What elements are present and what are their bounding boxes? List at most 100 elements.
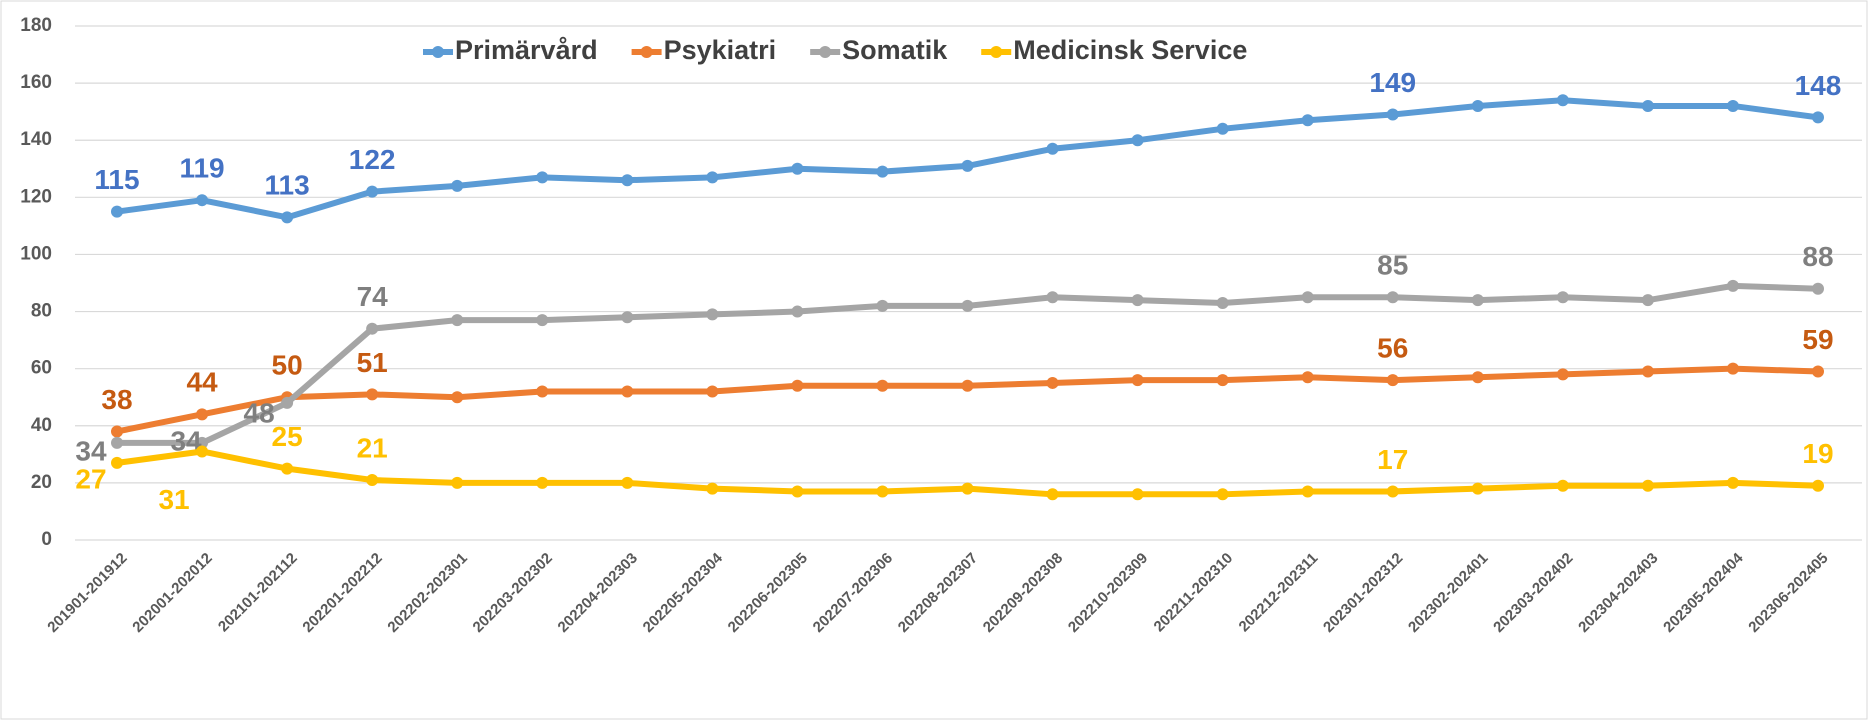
legend-marker xyxy=(432,46,444,58)
y-tick-label: 100 xyxy=(20,243,52,264)
data-point xyxy=(621,476,634,489)
data-point xyxy=(1301,371,1314,384)
data-label: 50 xyxy=(272,350,303,381)
data-point xyxy=(791,162,804,175)
data-point xyxy=(536,171,549,184)
data-point xyxy=(536,314,549,327)
data-label: 44 xyxy=(186,367,218,398)
y-tick-label: 80 xyxy=(31,301,52,322)
data-label: 74 xyxy=(357,281,389,312)
data-point xyxy=(876,379,889,392)
data-point xyxy=(1216,374,1229,387)
data-point xyxy=(281,211,294,224)
data-point xyxy=(451,314,464,327)
y-tick-label: 180 xyxy=(20,15,52,36)
data-point xyxy=(876,299,889,312)
data-label: 119 xyxy=(179,153,224,184)
legend-marker xyxy=(819,46,832,58)
y-tick-label: 20 xyxy=(31,472,52,493)
data-label: 51 xyxy=(357,347,388,378)
data-label: 19 xyxy=(1802,438,1833,469)
data-point xyxy=(621,385,634,398)
data-point xyxy=(1386,291,1399,304)
data-label: 115 xyxy=(94,164,139,195)
data-point xyxy=(196,436,209,449)
data-point xyxy=(621,174,634,187)
data-point xyxy=(791,305,804,318)
data-point xyxy=(1812,479,1824,492)
data-point xyxy=(1386,108,1399,121)
data-label: 25 xyxy=(272,421,303,452)
data-point xyxy=(1131,134,1144,147)
data-point xyxy=(1641,365,1654,378)
data-point xyxy=(366,322,379,335)
data-point xyxy=(196,445,209,458)
data-point xyxy=(1812,282,1824,295)
data-point xyxy=(961,379,974,392)
data-label: 27 xyxy=(75,463,106,494)
data-point xyxy=(791,379,804,392)
data-point xyxy=(1301,485,1314,498)
data-label: 88 xyxy=(1802,241,1833,272)
data-point xyxy=(1301,291,1314,304)
data-point xyxy=(1131,374,1144,387)
data-point xyxy=(961,482,974,495)
data-point xyxy=(1216,296,1229,309)
y-tick-label: 160 xyxy=(20,72,52,93)
data-label: 148 xyxy=(1795,70,1842,101)
data-point xyxy=(961,299,974,312)
data-point xyxy=(1641,294,1654,307)
data-point xyxy=(1046,142,1059,155)
data-point xyxy=(1046,291,1059,304)
data-point xyxy=(111,425,123,438)
y-tick-label: 120 xyxy=(20,186,52,207)
data-point xyxy=(706,308,719,321)
data-point xyxy=(196,194,209,207)
data-point xyxy=(536,476,549,489)
data-label: 122 xyxy=(349,144,396,175)
data-point xyxy=(1386,485,1399,498)
data-point xyxy=(1471,294,1484,307)
data-label: 31 xyxy=(158,484,189,515)
data-point xyxy=(111,456,123,469)
data-point xyxy=(791,485,804,498)
data-point xyxy=(1131,294,1144,307)
legend-marker xyxy=(640,46,653,58)
data-point xyxy=(196,408,209,421)
data-point xyxy=(451,476,464,489)
data-point xyxy=(1046,488,1059,501)
data-point xyxy=(366,474,379,487)
data-point xyxy=(281,462,294,475)
data-point xyxy=(1471,371,1484,384)
data-point xyxy=(706,385,719,398)
data-point xyxy=(706,171,719,184)
data-point xyxy=(281,396,294,409)
data-label: 56 xyxy=(1377,332,1408,363)
data-point xyxy=(876,165,889,178)
data-label: 38 xyxy=(101,384,132,415)
data-label: 34 xyxy=(75,435,107,466)
data-point xyxy=(706,482,719,495)
data-point xyxy=(961,159,974,172)
data-point xyxy=(451,391,464,404)
data-point xyxy=(1556,479,1569,492)
y-tick-label: 40 xyxy=(31,415,52,436)
data-label: 113 xyxy=(265,170,310,201)
data-point xyxy=(1046,376,1059,389)
data-point xyxy=(1726,279,1739,292)
data-point xyxy=(1726,99,1739,112)
y-tick-label: 0 xyxy=(41,529,52,550)
data-point xyxy=(1641,99,1654,112)
data-point xyxy=(1812,365,1824,378)
data-label: 48 xyxy=(244,397,275,428)
data-label: 149 xyxy=(1369,67,1416,98)
data-point xyxy=(111,205,123,218)
data-point xyxy=(1301,114,1314,127)
legend-label: Somatik xyxy=(842,35,948,65)
legend-label: Psykiatri xyxy=(664,35,777,65)
legend-label: Medicinsk Service xyxy=(1013,35,1247,65)
y-tick-label: 140 xyxy=(20,129,52,150)
data-label: 17 xyxy=(1377,444,1408,475)
